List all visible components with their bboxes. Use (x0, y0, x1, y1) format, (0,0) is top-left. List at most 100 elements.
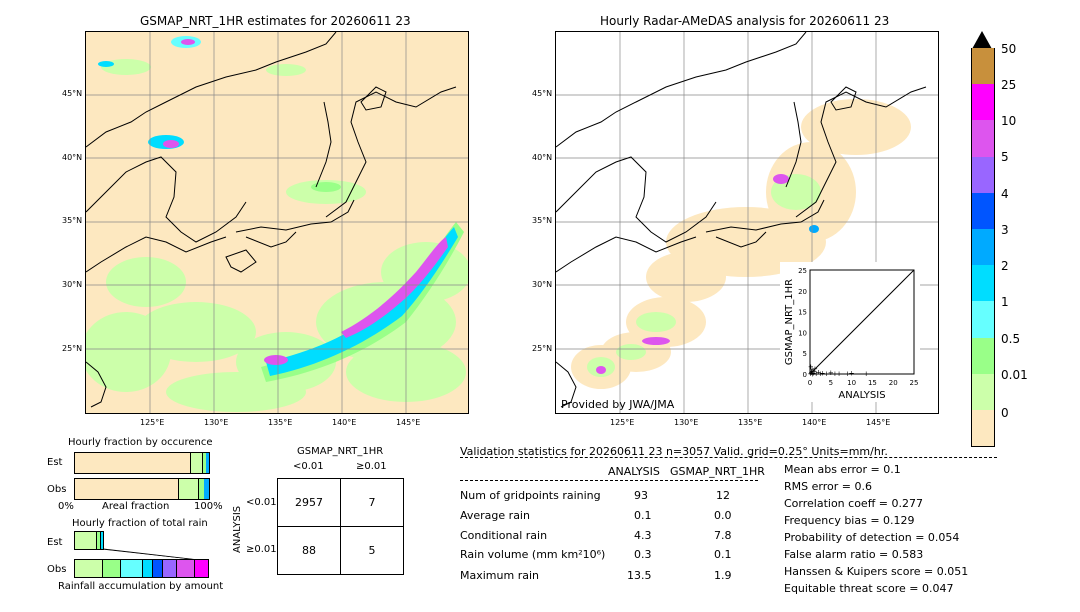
validation-analysis-value: 93 (634, 489, 648, 502)
lat-label: 40°N (62, 153, 83, 162)
lon-label: 145°E (396, 418, 421, 427)
rain-cell (809, 225, 819, 233)
lat-label: 25°N (532, 344, 553, 353)
colorbar-label: 1 (1001, 295, 1009, 309)
validation-gsmap-value: 1.9 (714, 569, 732, 582)
lon-label: 130°E (204, 418, 229, 427)
scatter-point: + (849, 369, 855, 377)
colorbar-label: 0.5 (1001, 332, 1021, 346)
lon-label: 135°E (268, 418, 293, 427)
scatter-point: + (863, 370, 869, 378)
colorbar-segment (971, 337, 995, 374)
scatter-point: + (807, 370, 813, 378)
one-to-one-line (809, 269, 915, 375)
colorbar-segment (971, 265, 995, 302)
scatter-point: + (809, 366, 815, 374)
occurrence-bar-est (74, 452, 210, 474)
validation-table-divider (460, 480, 758, 481)
total-rain-title: Hourly fraction of total rain (72, 518, 208, 529)
validation-score: Frequency bias = 0.129 (784, 514, 915, 527)
colorbar-segment (971, 48, 995, 85)
scatter-inset: + + + + + + + + + + + + + + + + + + + + 0 5 10 15 20 25 0 5 10 15 20 2… (780, 262, 920, 402)
rain-cell (311, 182, 341, 192)
contingency-row-axis: ANALYSIS (232, 505, 243, 553)
scatter-ylabel: GSMAP_NRT_1HR (784, 279, 795, 365)
validation-score: Correlation coeff = 0.277 (784, 497, 923, 510)
scatter-xtick: 10 (847, 379, 856, 387)
rain-cell (163, 140, 179, 148)
colorbar-label: 0.01 (1001, 368, 1028, 382)
lat-label: 30°N (62, 280, 83, 289)
scatter-point: + (811, 368, 817, 376)
scatter-ytick: 5 (803, 350, 807, 358)
validation-analysis-value: 0.3 (634, 548, 652, 561)
occurrence-xtick: 0% (58, 501, 74, 512)
colorbar-segment (971, 120, 995, 157)
validation-col-header: ANALYSIS (608, 465, 660, 478)
validation-gsmap-value: 0.0 (714, 509, 732, 522)
scatter-ytick: 20 (798, 288, 807, 296)
validation-score: False alarm ratio = 0.583 (784, 548, 924, 561)
rain-cell (264, 355, 288, 365)
lat-label: 35°N (532, 216, 553, 225)
validation-gsmap-value: 12 (716, 489, 730, 502)
occurrence-row-label: Obs (47, 484, 67, 495)
colorbar-label: 25 (1001, 78, 1017, 92)
lat-label: 45°N (62, 89, 83, 98)
colorbar-label: 3 (1001, 223, 1009, 237)
scatter-ytick: 0 (803, 371, 807, 379)
data-credit: Provided by JWA/JMA (561, 398, 675, 411)
colorbar-segment (971, 301, 995, 338)
colorbar-segment (971, 229, 995, 266)
validation-row-label: Rain volume (mm km²10⁶) (460, 548, 606, 561)
scatter-point: + (812, 365, 818, 373)
scatter-point: + (813, 370, 819, 378)
contingency-cell: 2957 (277, 478, 341, 527)
scatter-point: + (808, 369, 814, 377)
colorbar-label: 4 (1001, 187, 1009, 201)
right-map-title: Hourly Radar-AMeDAS analysis for 2026061… (600, 14, 890, 28)
colorbar-label: 10 (1001, 114, 1017, 128)
occurrence-xtick: 100% (194, 501, 223, 512)
left-map (85, 31, 469, 414)
scatter-ytick: 15 (798, 309, 807, 317)
lon-label: 135°E (738, 418, 763, 427)
rain-cell (181, 39, 195, 45)
validation-col-header: GSMAP_NRT_1HR (670, 465, 765, 478)
validation-analysis-value: 13.5 (627, 569, 652, 582)
scatter-point: + (836, 370, 842, 378)
scatter-point: + (824, 370, 830, 378)
coastline (86, 32, 457, 408)
validation-header: Validation statistics for 20260611 23 n=… (460, 445, 888, 458)
scatter-point: + (817, 370, 823, 378)
graticule (86, 32, 468, 413)
scatter-point: + (810, 371, 816, 379)
occurrence-xlabel: Areal fraction (102, 501, 170, 512)
total-rain-bars (74, 531, 209, 578)
colorbar-label: 5 (1001, 150, 1009, 164)
scatter-xtick: 25 (910, 379, 919, 387)
contingency-col-header: ≥0.01 (356, 461, 387, 472)
validation-score: RMS error = 0.6 (784, 480, 872, 493)
lat-label: 35°N (62, 216, 83, 225)
validation-score: Mean abs error = 0.1 (784, 463, 901, 476)
lon-label: 145°E (866, 418, 891, 427)
colorbar: 50 25 10 5 4 3 2 1 0.5 0.01 0 (971, 30, 1031, 448)
validation-row-label: Maximum rain (460, 569, 539, 582)
lat-label: 30°N (532, 280, 553, 289)
lon-label: 140°E (332, 418, 357, 427)
scatter-xtick: 5 (829, 379, 833, 387)
coastline (556, 32, 927, 408)
validation-row-label: Num of gridpoints raining (460, 489, 601, 502)
contingency-row-header: ≥0.01 (246, 544, 277, 555)
validation-gsmap-value: 0.1 (714, 548, 732, 561)
scatter-xtick: 15 (868, 379, 877, 387)
colorbar-segment (971, 410, 995, 448)
contingency-cell: 88 (277, 526, 341, 575)
contingency-row-header: <0.01 (246, 497, 277, 508)
total-rain-row-label: Est (47, 537, 63, 548)
scatter-point: + (820, 369, 826, 377)
contingency-col-header: <0.01 (293, 461, 324, 472)
scatter-point: + (828, 369, 834, 377)
lon-label: 125°E (140, 418, 165, 427)
